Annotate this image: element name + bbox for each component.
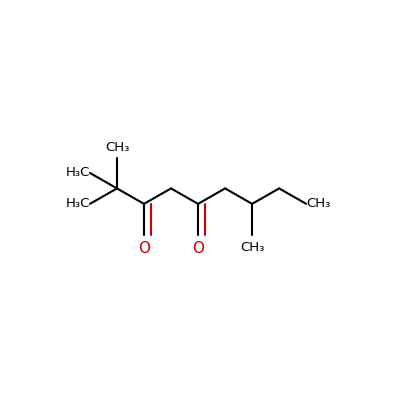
Text: O: O [138, 240, 150, 256]
Text: CH₃: CH₃ [105, 141, 129, 154]
Text: H₃C: H₃C [66, 197, 90, 210]
Text: CH₃: CH₃ [306, 197, 330, 210]
Text: H₃C: H₃C [66, 166, 90, 180]
Text: CH₃: CH₃ [240, 240, 264, 254]
Text: O: O [192, 240, 204, 256]
